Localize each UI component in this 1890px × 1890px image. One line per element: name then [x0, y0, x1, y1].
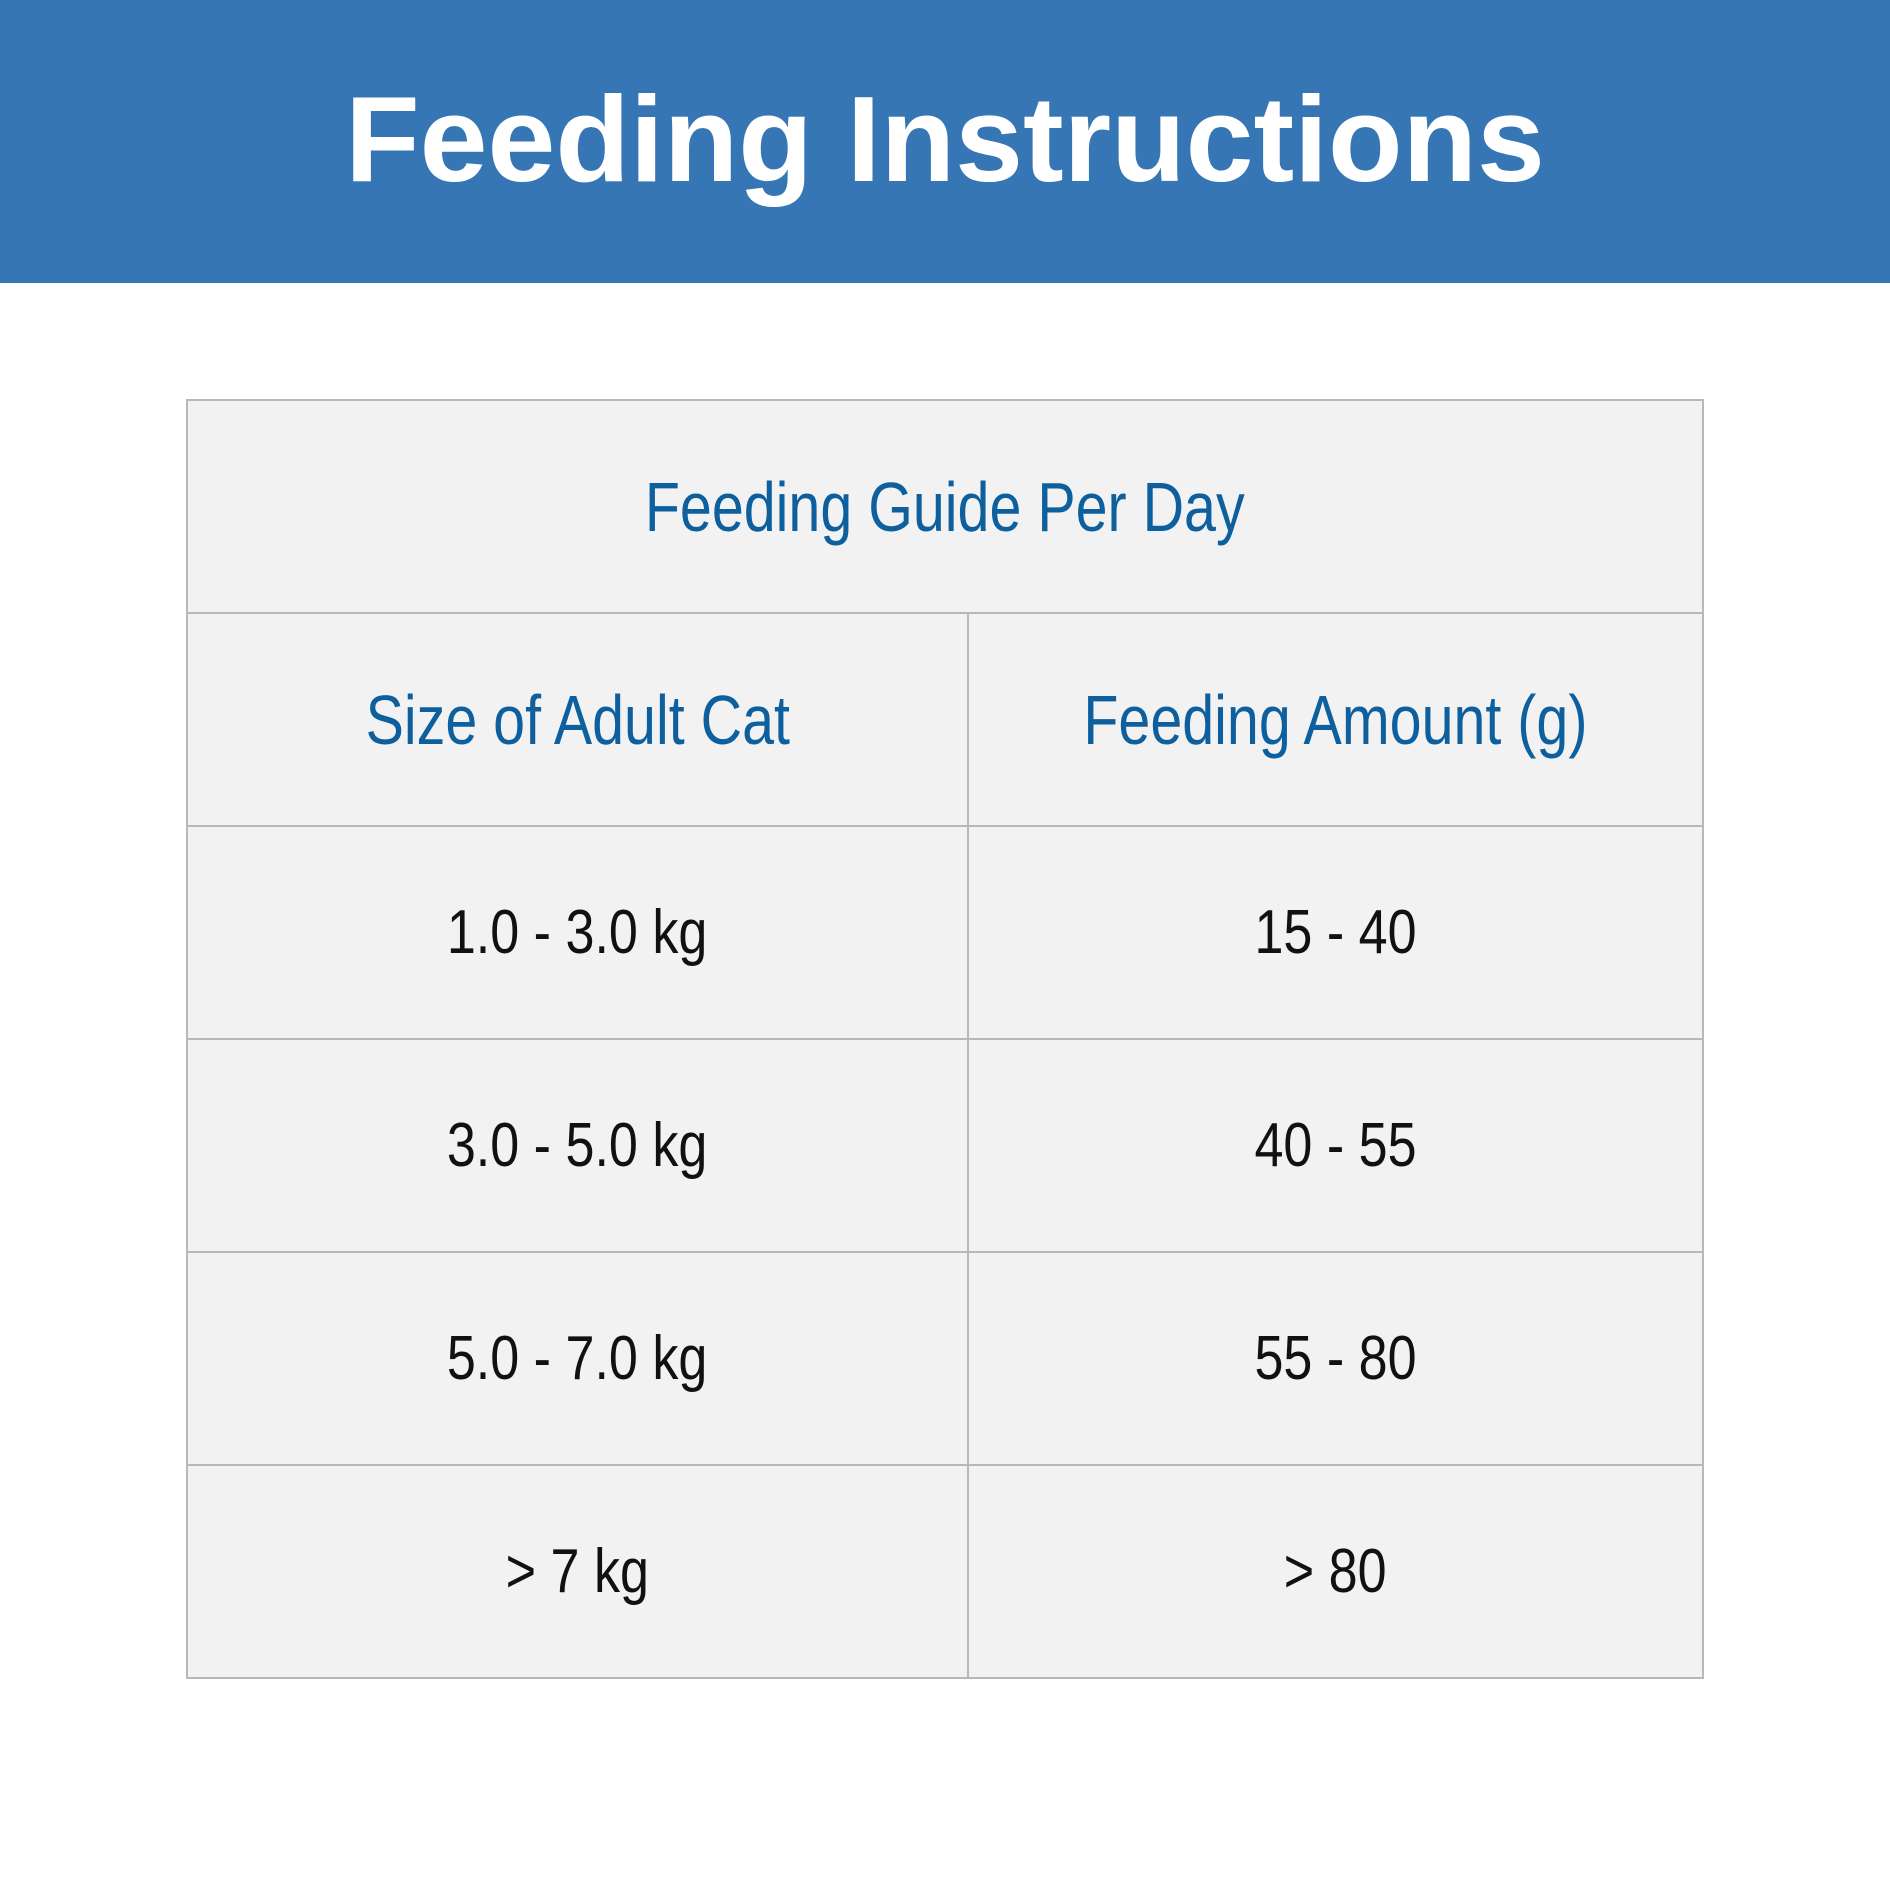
- column-header-cell: Size of Adult Cat: [188, 614, 969, 827]
- table-caption-cell: Feeding Guide Per Day: [188, 401, 1704, 614]
- cat-size-value: > 7 kg: [505, 1537, 650, 1606]
- column-header-cell: Feeding Amount (g): [969, 614, 1704, 827]
- column-header-size: Size of Adult Cat: [365, 680, 790, 759]
- table-cell: 3.0 - 5.0 kg: [188, 1040, 969, 1253]
- feeding-amount-value: 55 - 80: [1254, 1324, 1417, 1393]
- column-header-amount: Feeding Amount (g): [1083, 680, 1588, 759]
- feeding-guide-table: Feeding Guide Per Day Size of Adult Cat …: [186, 399, 1704, 1679]
- feeding-amount-value: > 80: [1284, 1537, 1387, 1606]
- table-cell: 55 - 80: [969, 1253, 1704, 1466]
- table-cell: 15 - 40: [969, 827, 1704, 1040]
- table-header-row: Size of Adult Cat Feeding Amount (g): [188, 614, 1704, 827]
- table-cell: 40 - 55: [969, 1040, 1704, 1253]
- table-cell: > 80: [969, 1466, 1704, 1679]
- table-row: 3.0 - 5.0 kg 40 - 55: [188, 1040, 1704, 1253]
- table-caption: Feeding Guide Per Day: [645, 467, 1245, 546]
- page-title: Feeding Instructions: [345, 70, 1545, 207]
- table-cell: 1.0 - 3.0 kg: [188, 827, 969, 1040]
- feeding-amount-value: 15 - 40: [1254, 898, 1417, 967]
- table-cell: > 7 kg: [188, 1466, 969, 1679]
- header-banner: Feeding Instructions: [0, 0, 1890, 283]
- table-row: 1.0 - 3.0 kg 15 - 40: [188, 827, 1704, 1040]
- cat-size-value: 5.0 - 7.0 kg: [447, 1324, 708, 1393]
- table-caption-row: Feeding Guide Per Day: [188, 401, 1704, 614]
- table-row: 5.0 - 7.0 kg 55 - 80: [188, 1253, 1704, 1466]
- feeding-amount-value: 40 - 55: [1254, 1111, 1417, 1180]
- table-row: > 7 kg > 80: [188, 1466, 1704, 1679]
- cat-size-value: 1.0 - 3.0 kg: [447, 898, 708, 967]
- cat-size-value: 3.0 - 5.0 kg: [447, 1111, 708, 1180]
- table-cell: 5.0 - 7.0 kg: [188, 1253, 969, 1466]
